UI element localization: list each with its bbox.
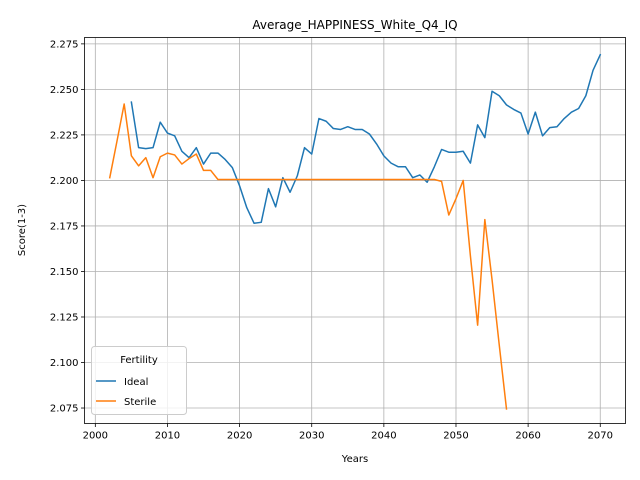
y-tick-label: 2.125 xyxy=(50,312,79,323)
x-tick-label: 2050 xyxy=(443,431,468,442)
series-line-sterile xyxy=(108,103,508,410)
x-tick-label: 2010 xyxy=(155,431,180,442)
chart-title: Average_HAPPINESS_White_Q4_IQ xyxy=(252,18,457,32)
x-tick-label: 2070 xyxy=(588,431,613,442)
y-tick-label: 2.150 xyxy=(50,267,79,278)
series-lines xyxy=(108,53,602,410)
y-axis-title: Score(1-3) xyxy=(17,204,28,256)
y-tick-label: 2.225 xyxy=(50,130,79,141)
legend: Fertility Ideal Sterile xyxy=(91,346,187,415)
legend-title: Fertility xyxy=(120,355,158,366)
x-tick-label: 2030 xyxy=(299,431,324,442)
y-tick-label: 2.100 xyxy=(50,358,79,369)
x-tick-label: 2000 xyxy=(83,431,108,442)
legend-label-ideal: Ideal xyxy=(124,377,148,388)
y-tick-label: 2.250 xyxy=(50,85,79,96)
y-tick-label: 2.175 xyxy=(50,221,79,232)
y-tick-label: 2.075 xyxy=(50,404,79,415)
plot-frame xyxy=(84,37,626,424)
x-tick-label: 2060 xyxy=(515,431,540,442)
legend-label-sterile: Sterile xyxy=(124,397,156,408)
y-tick-label: 2.200 xyxy=(50,176,79,187)
axis-ticks: 2000 2010 2020 2030 2040 2050 2060 2070 2.075 2.1… xyxy=(50,39,613,441)
series-line-ideal xyxy=(130,53,602,224)
legend-box xyxy=(91,346,187,415)
y-tick-label: 2.275 xyxy=(50,39,79,50)
x-tick-label: 2020 xyxy=(227,431,252,442)
x-axis-title: Years xyxy=(341,454,368,465)
x-tick-label: 2040 xyxy=(371,431,396,442)
